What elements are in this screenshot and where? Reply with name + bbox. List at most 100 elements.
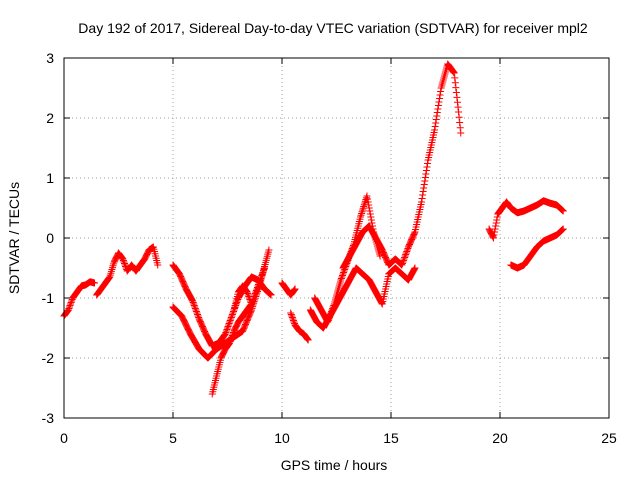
data-point [68, 297, 76, 305]
data-point [192, 306, 200, 314]
data-point [223, 326, 231, 333]
data-point [420, 181, 428, 188]
data-point [359, 206, 367, 214]
data-point [244, 290, 252, 297]
data-point [64, 306, 72, 314]
data-point [366, 207, 374, 215]
data-point [327, 309, 335, 317]
data-point [228, 312, 236, 320]
data-point [224, 324, 231, 332]
data-point [419, 188, 427, 195]
x-tick-label: 5 [169, 430, 177, 446]
data-point [226, 317, 234, 324]
data-point [289, 317, 297, 324]
data-point [455, 108, 463, 116]
x-tick-label: 15 [383, 430, 399, 446]
data-point [225, 321, 233, 329]
data-point [433, 109, 441, 116]
data-point [192, 308, 200, 315]
data-point [227, 315, 235, 323]
data-point [410, 265, 418, 273]
data-point [437, 88, 445, 95]
grid-lines [64, 58, 609, 418]
data-point [339, 270, 347, 278]
data-point [491, 225, 499, 233]
data-point [491, 228, 499, 236]
data-point [450, 68, 458, 76]
data-point [457, 129, 465, 137]
data-point [559, 225, 567, 233]
data-point [364, 195, 372, 203]
data-point [225, 320, 233, 327]
data-point [434, 105, 442, 113]
data-point [267, 291, 275, 299]
data-point [489, 234, 497, 242]
data-point [251, 291, 259, 299]
data-point [258, 270, 266, 278]
data-point [453, 98, 461, 106]
data-point [118, 254, 126, 261]
data-point [329, 303, 337, 311]
data-point [288, 312, 296, 320]
data-point [402, 249, 410, 257]
data-point [559, 207, 567, 215]
y-tick-label: 0 [46, 230, 54, 246]
data-point [65, 303, 73, 311]
data-point [109, 264, 117, 272]
data-point [363, 192, 371, 200]
data-point [191, 305, 199, 312]
data-point [256, 276, 264, 284]
data-point [261, 264, 269, 272]
data-point [399, 258, 407, 266]
data-point [337, 276, 345, 284]
data-point [193, 309, 201, 317]
data-point [410, 229, 418, 237]
data-point [325, 315, 333, 323]
data-point [304, 336, 312, 344]
data-point [291, 285, 299, 293]
data-point [492, 219, 500, 227]
data-point [330, 302, 338, 309]
data-point [303, 335, 311, 342]
data-point [287, 309, 295, 317]
data-point [255, 279, 263, 287]
data-point [400, 257, 408, 264]
data-point [189, 297, 197, 305]
data-point [431, 123, 439, 130]
data-point [287, 311, 295, 318]
x-tick-label: 10 [274, 430, 290, 446]
data-point [189, 299, 197, 306]
data-point [449, 68, 457, 75]
data-point [221, 330, 229, 338]
data-point [107, 267, 115, 275]
x-tick-label: 20 [492, 430, 508, 446]
data-point [253, 285, 261, 293]
data-point [244, 291, 252, 299]
data-point [450, 69, 458, 77]
data-point [257, 273, 265, 281]
data-point [362, 194, 370, 202]
data-point [451, 79, 459, 87]
data-point [365, 201, 373, 209]
data-point [289, 315, 297, 323]
data-point [418, 198, 426, 206]
y-tick-label: 2 [46, 110, 54, 126]
y-tick-label: 3 [46, 50, 54, 66]
data-point [105, 275, 113, 282]
data-point [67, 300, 75, 308]
data-point [456, 119, 464, 126]
data-point [436, 91, 444, 99]
data-point [421, 177, 429, 185]
data-point [366, 210, 374, 218]
data-point [421, 174, 429, 181]
data-point [422, 170, 430, 178]
data-point [229, 330, 237, 338]
data-point [453, 93, 461, 101]
data-point [254, 282, 262, 290]
data-point [252, 288, 260, 296]
data-point [121, 261, 129, 269]
y-axis-label: SDTVAR / TECUs [6, 182, 22, 294]
data-point [398, 260, 406, 267]
data-point [224, 323, 232, 330]
